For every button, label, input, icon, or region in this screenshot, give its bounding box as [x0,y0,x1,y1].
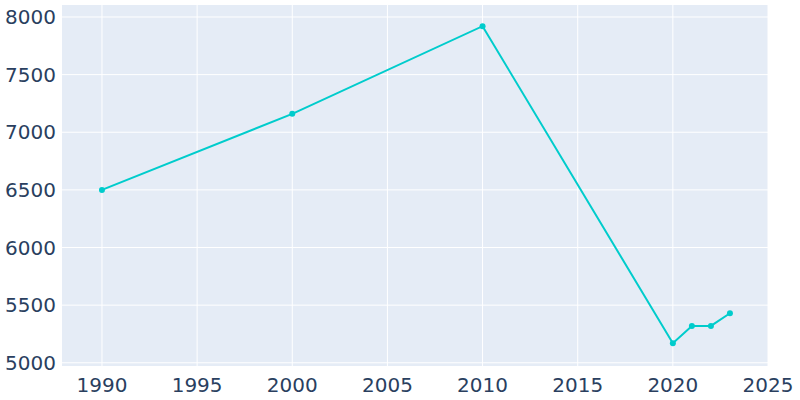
x-grid-line [482,5,483,366]
y-grid-line [62,74,768,75]
x-tick-label: 2010 [457,373,508,397]
y-grid-line [62,132,768,133]
x-grid-line [101,5,102,366]
y-tick-label: 6500 [5,178,56,202]
y-grid-line [62,305,768,306]
x-grid-line [768,5,769,366]
marker [480,23,486,29]
x-tick-label: 2005 [362,373,413,397]
x-grid-line [387,5,388,366]
y-grid-line [62,16,768,17]
plot-background [62,5,768,366]
x-grid-line [292,5,293,366]
y-tick-label: 6000 [5,236,56,260]
marker [99,187,105,193]
x-tick-label: 2015 [552,373,603,397]
x-tick-label: 1990 [77,373,128,397]
y-grid-line [62,189,768,190]
line [102,26,730,343]
data-layer [99,23,733,346]
marker [289,111,295,117]
y-tick-label: 5000 [5,351,56,375]
x-tick-label: 1995 [172,373,223,397]
y-tick-label: 5500 [5,293,56,317]
y-grid-line [62,362,768,363]
marker [670,340,676,346]
chart: 1990 1995 2000 2005 2010 2015 2020 2025 5000 5500… [0,0,800,400]
marker [689,323,695,329]
y-grid-line [62,247,768,248]
marker [708,323,714,329]
x-grid-line [197,5,198,366]
y-tick-label: 8000 [5,5,56,29]
x-tick-label: 2025 [743,373,794,397]
marker [727,310,733,316]
x-tick-label: 2000 [267,373,318,397]
y-tick-label: 7500 [5,63,56,87]
x-grid-line [672,5,673,366]
y-tick-label: 7000 [5,120,56,144]
x-tick-label: 2020 [647,373,698,397]
